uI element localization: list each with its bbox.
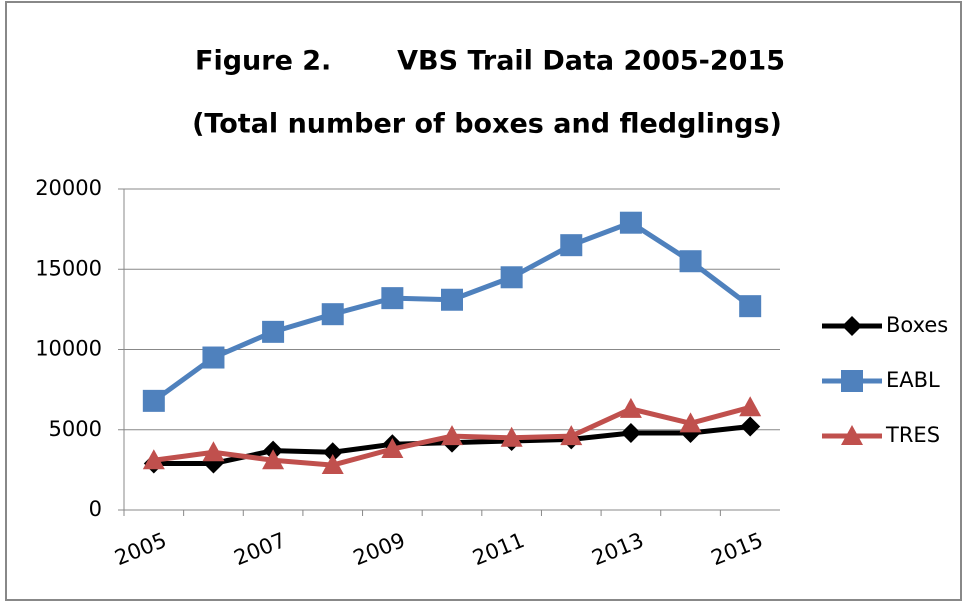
marker [262, 320, 285, 343]
marker [679, 412, 702, 433]
marker [441, 425, 463, 446]
marker [500, 266, 523, 289]
marker [202, 441, 225, 462]
y-tick-label: 0 [89, 497, 102, 521]
marker [202, 346, 225, 369]
marker [381, 438, 404, 459]
marker [619, 211, 642, 234]
legend-label: Boxes [886, 313, 948, 337]
legend-label: EABL [886, 368, 940, 392]
marker [560, 234, 583, 257]
marker [739, 396, 762, 417]
y-tick-label: 20000 [35, 176, 102, 200]
y-tick-label: 5000 [49, 417, 102, 441]
marker [321, 454, 344, 475]
marker [321, 303, 344, 326]
legend-marker [841, 425, 863, 445]
marker [620, 422, 641, 443]
marker [619, 397, 642, 418]
marker [500, 426, 523, 447]
marker [142, 389, 165, 412]
marker [262, 449, 285, 470]
marker [739, 295, 762, 318]
marker [441, 288, 463, 311]
marker [560, 425, 583, 446]
frame [5, 1, 962, 601]
legend-label: TRES [885, 423, 940, 447]
marker [381, 287, 404, 310]
marker [142, 449, 165, 470]
marker [679, 250, 702, 273]
marker [740, 416, 761, 437]
legend-marker [842, 316, 862, 336]
y-tick-label: 10000 [35, 337, 102, 361]
legend-marker [841, 370, 863, 392]
chart-title: Figure 2. VBS Trail Data 2005-2015 [195, 46, 785, 77]
marker [322, 442, 343, 463]
y-tick-label: 15000 [35, 256, 102, 280]
chart-subtitle: (Total number of boxes and fledglings) [192, 109, 782, 140]
